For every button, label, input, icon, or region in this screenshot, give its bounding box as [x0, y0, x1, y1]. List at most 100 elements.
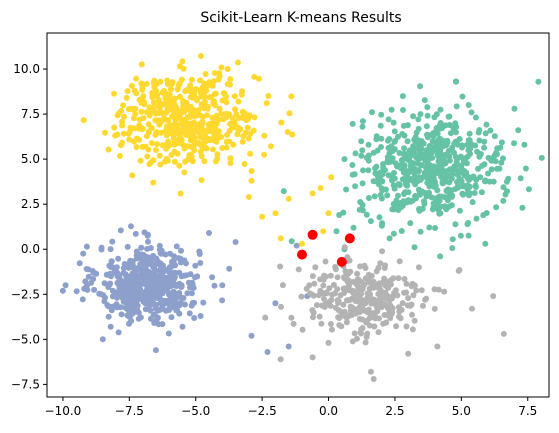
- data-point: [245, 135, 252, 142]
- data-point: [401, 289, 408, 296]
- data-point: [166, 305, 173, 312]
- data-point: [129, 283, 136, 289]
- data-point: [210, 146, 216, 153]
- data-point: [336, 315, 343, 322]
- data-point: [130, 106, 137, 113]
- data-point: [251, 73, 258, 80]
- data-point: [426, 143, 433, 149]
- data-point: [420, 302, 426, 309]
- data-point: [364, 295, 371, 302]
- data-point: [340, 301, 347, 308]
- data-point: [490, 178, 497, 185]
- data-point: [179, 119, 186, 125]
- data-point: [310, 292, 317, 299]
- data-point: [337, 292, 344, 299]
- data-point: [449, 236, 456, 243]
- data-point: [171, 100, 177, 107]
- data-point: [349, 162, 356, 168]
- data-point: [169, 107, 176, 113]
- data-point: [362, 339, 369, 346]
- data-point: [263, 100, 270, 107]
- centroid-point: [344, 233, 355, 244]
- data-point: [113, 301, 120, 308]
- data-point: [203, 145, 210, 151]
- data-point: [464, 221, 471, 228]
- data-point: [449, 192, 456, 199]
- data-point: [117, 142, 124, 149]
- data-point: [344, 254, 351, 261]
- data-point: [245, 115, 252, 122]
- data-point: [234, 125, 241, 132]
- data-point: [59, 287, 66, 294]
- data-point: [333, 228, 340, 235]
- data-point: [197, 53, 204, 59]
- data-point: [164, 77, 171, 84]
- data-point: [430, 133, 437, 140]
- data-point: [147, 307, 154, 314]
- data-point: [412, 166, 419, 172]
- data-point: [327, 272, 334, 279]
- data-point: [378, 111, 385, 118]
- data-point: [491, 152, 498, 159]
- data-point: [146, 112, 153, 119]
- data-point: [153, 129, 160, 136]
- data-point: [399, 156, 406, 163]
- data-point: [380, 161, 387, 168]
- data-point: [176, 63, 183, 70]
- data-point: [208, 136, 215, 143]
- centroid-point: [307, 229, 318, 240]
- data-point: [485, 170, 491, 177]
- data-point: [277, 263, 284, 270]
- y-tick-label: −2.5: [11, 287, 40, 301]
- data-point: [128, 223, 134, 230]
- plot-frame: [46, 32, 550, 398]
- data-point: [197, 77, 204, 84]
- data-point: [248, 168, 255, 174]
- data-point: [364, 317, 371, 324]
- data-point: [464, 141, 470, 148]
- data-point: [122, 272, 129, 279]
- data-point: [187, 271, 194, 278]
- data-point: [370, 280, 377, 287]
- data-point: [157, 262, 163, 268]
- y-tick-label: −5.0: [11, 332, 40, 346]
- points-layer: [59, 53, 545, 382]
- data-point: [133, 75, 140, 82]
- data-point: [452, 154, 459, 160]
- data-point: [176, 93, 183, 100]
- data-point: [377, 260, 384, 267]
- data-point: [334, 286, 341, 293]
- data-point: [161, 287, 168, 294]
- data-point: [348, 304, 354, 311]
- data-point: [202, 138, 209, 145]
- data-point: [386, 235, 393, 242]
- data-point: [265, 93, 272, 99]
- data-point: [196, 140, 203, 147]
- data-point: [286, 110, 293, 117]
- data-point: [241, 161, 248, 167]
- data-point: [317, 185, 324, 191]
- data-point: [137, 157, 144, 164]
- data-point: [288, 93, 295, 100]
- data-point: [261, 132, 268, 139]
- data-point: [171, 158, 178, 165]
- data-point: [163, 109, 170, 116]
- data-point: [88, 279, 95, 286]
- data-point: [139, 260, 145, 267]
- data-point: [189, 94, 196, 101]
- data-point: [144, 153, 151, 160]
- data-point: [372, 165, 379, 172]
- data-point: [403, 323, 410, 330]
- y-tick-label: 2.5: [21, 197, 40, 211]
- data-point: [182, 158, 189, 165]
- data-point: [413, 154, 420, 161]
- data-point: [404, 122, 411, 129]
- data-point: [379, 248, 386, 255]
- data-point: [181, 301, 188, 308]
- data-point: [184, 290, 191, 297]
- data-point: [231, 93, 238, 100]
- data-point: [165, 330, 172, 337]
- data-point: [360, 167, 366, 174]
- data-point: [198, 177, 205, 184]
- data-point: [224, 66, 231, 72]
